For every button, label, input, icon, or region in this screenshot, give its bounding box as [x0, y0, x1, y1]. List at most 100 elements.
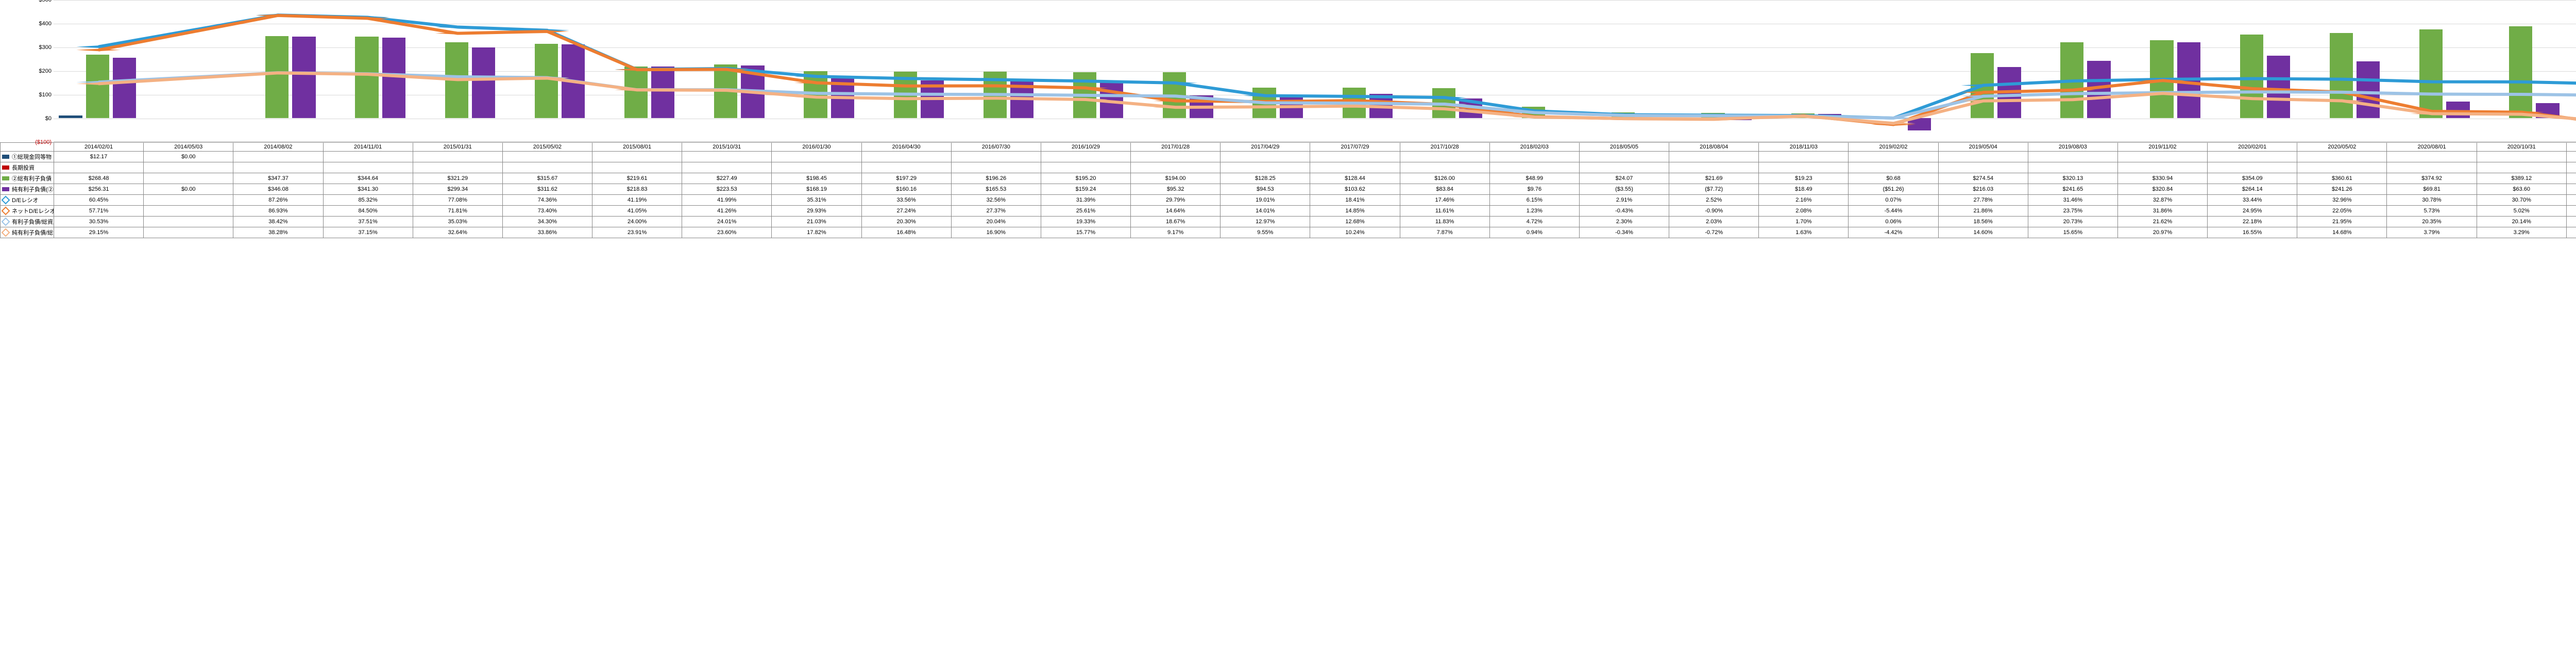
data-cell: 84.50% [323, 206, 413, 217]
data-cell [861, 162, 951, 173]
data-cell [592, 152, 682, 162]
data-cell: $344.64 [323, 173, 413, 184]
data-cell: $18.49 [1759, 184, 1849, 195]
chart-plot-area: ($100)-20.00%$00.00%$10020.00%$20040.00%… [54, 0, 2576, 142]
y-left-tick: $500 [39, 0, 54, 3]
data-cell: 2014/05/03 [144, 143, 233, 152]
data-cell: 2.91% [1579, 195, 1669, 206]
data-cell: 38.28% [233, 227, 323, 238]
data-cell: 33.44% [2208, 195, 2297, 206]
data-cell [2297, 152, 2387, 162]
data-cell: 5.02% [2477, 206, 2566, 217]
data-cell: $347.37 [233, 173, 323, 184]
data-cell: 4.72% [1489, 217, 1579, 227]
data-cell: $83.84 [1400, 184, 1489, 195]
data-cell: -0.43% [1579, 206, 1669, 217]
data-cell: 2017/10/28 [1400, 143, 1489, 152]
data-cell [1221, 152, 1310, 162]
data-cell: 2.30% [1579, 217, 1669, 227]
data-cell: $389.12 [2477, 173, 2566, 184]
data-cell: 14.85% [1310, 206, 1400, 217]
data-cell: 1.70% [1759, 217, 1849, 227]
data-cell [1849, 152, 1938, 162]
data-cell: 60.45% [54, 195, 144, 206]
data-cell: 22.18% [2208, 217, 2297, 227]
data-cell [323, 152, 413, 162]
data-cell: 2019/11/02 [2117, 143, 2207, 152]
data-cell: 41.19% [592, 195, 682, 206]
data-cell: 18.41% [1310, 195, 1400, 206]
y-left-tick: $300 [39, 44, 54, 51]
lines-layer [54, 0, 2576, 142]
data-cell [413, 152, 502, 162]
data-cell: 10.24% [1310, 227, 1400, 238]
data-cell: 0.07% [1849, 195, 1938, 206]
row-header: D/Eレシオ [1, 195, 54, 206]
data-cell: 32.96% [2297, 195, 2387, 206]
data-cell: $128.44 [1310, 173, 1400, 184]
data-cell: $69.81 [2387, 184, 2477, 195]
marker-netde [76, 49, 121, 52]
data-cell: 24.01% [682, 217, 772, 227]
data-cell [2477, 162, 2566, 173]
data-cell: 2015/10/31 [682, 143, 772, 152]
data-cell: 9.17% [1131, 227, 1221, 238]
data-cell: 2.16% [1759, 195, 1849, 206]
data-cell [2387, 152, 2477, 162]
data-cell [1041, 152, 1130, 162]
data-cell: 2016/10/29 [1041, 143, 1130, 152]
data-cell: $198.45 [772, 173, 861, 184]
data-cell: $320.84 [2117, 184, 2207, 195]
data-cell: 2015/05/02 [502, 143, 592, 152]
row-header: 長期投資 [1, 162, 54, 173]
data-cell [1759, 152, 1849, 162]
data-cell [592, 162, 682, 173]
data-cell: 29.00% [2566, 195, 2576, 206]
data-cell: $321.29 [413, 173, 502, 184]
data-cell [1400, 152, 1489, 162]
data-cell: 27.78% [1938, 195, 2028, 206]
data-cell [2208, 162, 2297, 173]
data-cell: 32.87% [2117, 195, 2207, 206]
data-cell: 73.40% [502, 206, 592, 217]
data-cell: 11.61% [1400, 206, 1489, 217]
data-cell: $360.61 [2297, 173, 2387, 184]
data-cell: $274.54 [1938, 173, 2028, 184]
data-cell: $159.24 [1041, 184, 1130, 195]
data-cell: $24.07 [1579, 173, 1669, 184]
data-cell: -4.49% [2566, 206, 2576, 217]
data-cell: 37.15% [323, 227, 413, 238]
data-cell [1938, 162, 2028, 173]
data-cell: 33.56% [861, 195, 951, 206]
data-cell: $315.67 [502, 173, 592, 184]
data-cell [861, 152, 951, 162]
data-cell: 23.60% [682, 227, 772, 238]
data-cell: 18.56% [1938, 217, 2028, 227]
data-cell: 2021/01/30 [2566, 143, 2576, 152]
data-cell: 16.90% [951, 227, 1041, 238]
data-cell [1310, 162, 1400, 173]
data-table: 2014/02/012014/05/032014/08/022014/11/01… [0, 142, 2576, 238]
data-cell: 2018/02/03 [1489, 143, 1579, 152]
chart-container: ($100)-20.00%$00.00%$10020.00%$20040.00%… [0, 0, 2576, 238]
data-cell: 30.70% [2477, 195, 2566, 206]
data-cell: $218.83 [592, 184, 682, 195]
data-cell: 19.30% [2566, 217, 2576, 227]
data-cell [502, 162, 592, 173]
data-cell [772, 152, 861, 162]
data-cell: $0.00 [144, 152, 233, 162]
data-cell [144, 217, 233, 227]
data-cell: 2.08% [1759, 206, 1849, 217]
data-cell [1489, 152, 1579, 162]
data-cell: -4.42% [1849, 227, 1938, 238]
data-cell [54, 162, 144, 173]
y-left-tick: $400 [39, 21, 54, 27]
data-cell: 85.32% [323, 195, 413, 206]
data-cell: ($59.96) [2566, 184, 2576, 195]
data-cell: 87.26% [233, 195, 323, 206]
data-cell: $241.65 [2028, 184, 2117, 195]
data-cell: 23.75% [2028, 206, 2117, 217]
data-cell: $12.17 [54, 152, 144, 162]
data-cell: $216.03 [1938, 184, 2028, 195]
data-cell: 2016/07/30 [951, 143, 1041, 152]
